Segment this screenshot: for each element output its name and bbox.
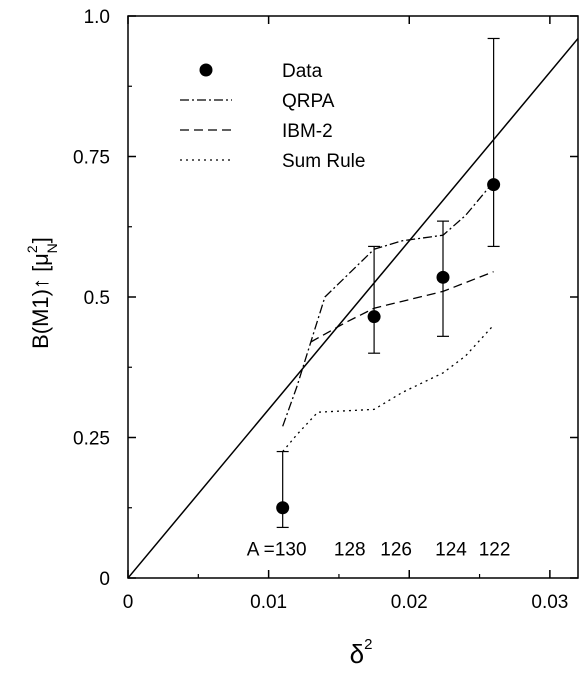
series-line-sum-rule — [282, 324, 495, 453]
plot-area: 0 0.01 0.02 0.03 0 0.25 0.5 0.75 1.0 — [73, 7, 579, 613]
legend-label: QRPA — [282, 91, 335, 112]
mass-label: 128 — [334, 540, 366, 561]
axis-titles: δ2B(M1)↑ [μ2 N] — [24, 237, 372, 669]
x-tick-label: 0 — [123, 592, 134, 613]
y-axis-title-sub: N — [44, 243, 60, 253]
y-tick-label: 1.0 — [84, 7, 110, 28]
legend: Data QRPA IBM-2 Sum Rule — [180, 61, 365, 172]
series-line-qrpa — [282, 181, 495, 427]
x-axis-title-sup: 2 — [364, 636, 372, 653]
mass-prefix: A = — [247, 540, 275, 561]
mass-label: 124 — [435, 540, 467, 561]
x-axis-title: δ2 — [350, 636, 373, 669]
mass-label: 122 — [479, 540, 511, 561]
y-axis-title-bracket-close: ] — [28, 237, 53, 243]
series-line-solid — [128, 38, 578, 578]
series-layer — [128, 37, 578, 578]
legend-label: Data — [282, 61, 323, 82]
y-axis-title: B(M1)↑ [μ2 N] — [24, 237, 60, 349]
plot-frame — [127, 15, 579, 579]
data-point — [487, 178, 501, 192]
y-axis-title-sup: 2 — [24, 245, 40, 253]
legend-label: IBM-2 — [282, 121, 333, 142]
y-axis-title-mu: μ — [28, 253, 53, 266]
y-tick-label: 0.75 — [73, 148, 110, 169]
series-line-ibm-2 — [310, 271, 494, 343]
x-tick-label: 0.01 — [250, 592, 287, 613]
mass-label: 126 — [380, 540, 412, 561]
legend-label: Sum Rule — [282, 151, 365, 172]
legend-marker-data — [199, 63, 213, 77]
y-tick-label: 0.5 — [84, 288, 110, 309]
x-tick-label: 0.02 — [391, 592, 428, 613]
mass-label: 130 — [275, 540, 307, 561]
x-tick-label: 0.03 — [531, 592, 568, 613]
y-tick-label: 0 — [99, 569, 110, 590]
mass-labels: A = 130 128 126 124 122 — [247, 540, 511, 561]
x-axis-title-main: δ — [350, 639, 364, 669]
y-axis-title-main: B(M1) — [28, 289, 53, 349]
y-axis-title-bracket-open: [ — [28, 266, 53, 278]
y-tick-label: 0.25 — [73, 429, 110, 450]
data-point — [276, 501, 290, 515]
data-point — [367, 310, 381, 324]
data-point — [436, 270, 450, 284]
y-axis-title-arrow: ↑ — [28, 278, 53, 289]
